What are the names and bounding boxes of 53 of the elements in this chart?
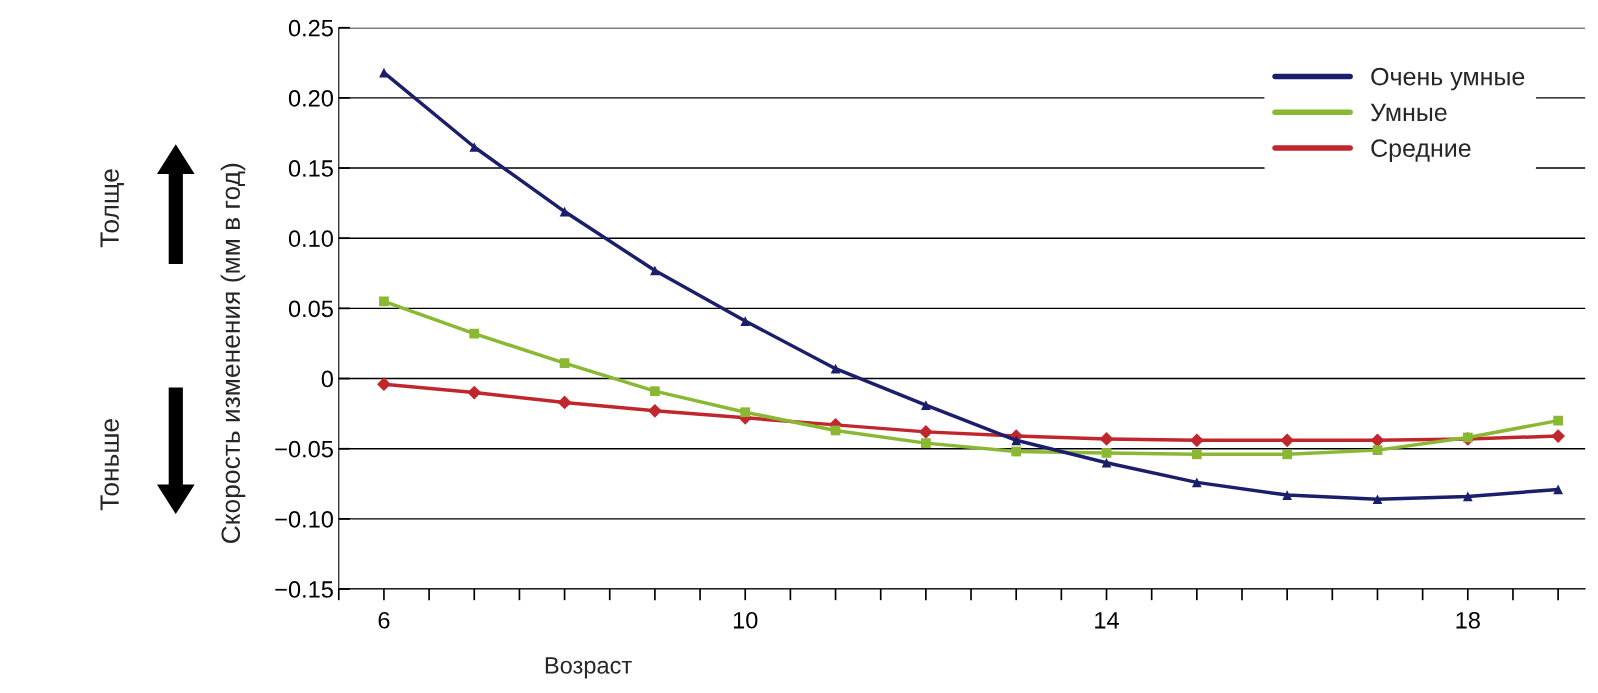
point (1011, 446, 1022, 457)
point (1191, 477, 1202, 488)
point (1282, 449, 1293, 460)
point (1551, 429, 1565, 443)
point (918, 425, 933, 439)
point (1099, 432, 1114, 446)
point (1370, 433, 1385, 448)
point (467, 385, 482, 400)
point (1191, 449, 1202, 460)
y-tick-label: −0.05 (275, 440, 333, 458)
y-tick-label: 0.10 (288, 230, 333, 248)
x-tick-label: 18 (1456, 611, 1480, 629)
point (559, 358, 570, 368)
y-tick-label: 0.05 (288, 300, 333, 318)
point (1462, 491, 1473, 502)
point (650, 265, 660, 276)
point (1553, 484, 1563, 495)
point (1189, 433, 1204, 448)
point (379, 296, 389, 307)
point (1011, 435, 1022, 446)
x-tick-label: 14 (1095, 612, 1119, 629)
y-axis-title: Скорость изменения (мм в год) (220, 163, 246, 544)
legend-label: Очень умные (1371, 67, 1525, 91)
text: Тоньше (100, 419, 119, 511)
point (650, 386, 660, 397)
point (740, 407, 751, 418)
legend-label: Умные (1370, 103, 1447, 122)
point (1372, 445, 1383, 455)
point (1282, 490, 1293, 500)
legend-label: Средние (1371, 139, 1471, 162)
point (1101, 448, 1112, 458)
point (921, 438, 931, 448)
point (740, 316, 751, 326)
point (557, 395, 572, 410)
point (830, 363, 841, 374)
point (648, 403, 662, 418)
y-tick-label: −0.10 (275, 510, 333, 528)
point (1372, 494, 1383, 505)
point (469, 328, 480, 339)
point (1553, 415, 1563, 426)
point (1280, 433, 1295, 448)
text: Толще (100, 169, 124, 248)
y-tick-label: 0 (321, 370, 333, 388)
point (921, 400, 931, 411)
y-tick-label: −0.15 (275, 581, 333, 598)
y-tick-label: 0.25 (288, 19, 333, 37)
point (377, 377, 391, 392)
y-tick-label: 0.20 (288, 89, 333, 107)
point (1101, 457, 1112, 468)
x-tick-label: 6 (378, 611, 390, 629)
x-axis-title: Возраст (545, 657, 632, 679)
x-tick-label: 10 (733, 611, 758, 629)
y-tick-label: 0.15 (288, 160, 333, 177)
